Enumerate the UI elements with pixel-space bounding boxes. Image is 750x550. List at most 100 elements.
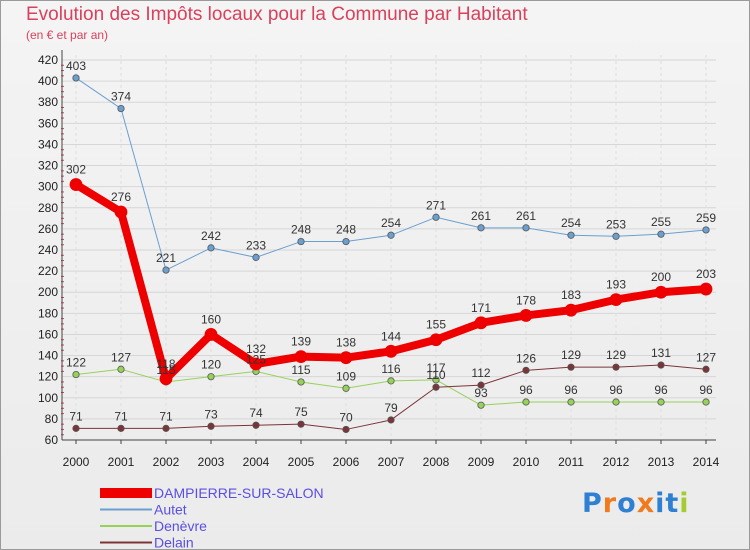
x-tick-label-2002: 2002 xyxy=(153,455,180,469)
data-point xyxy=(474,316,488,330)
data-label: 122 xyxy=(66,356,86,370)
data-point xyxy=(387,416,395,424)
data-point xyxy=(117,104,125,113)
data-point xyxy=(654,285,668,299)
data-label: 109 xyxy=(336,369,356,383)
x-tick-label-2007: 2007 xyxy=(378,455,405,469)
data-label: 403 xyxy=(66,59,86,73)
x-tick-label-2014: 2014 xyxy=(693,455,720,469)
data-label: 171 xyxy=(471,301,491,315)
logo-letter: r xyxy=(602,488,618,519)
y-tick-label-340: 340 xyxy=(38,137,58,151)
x-tick-label-2009: 2009 xyxy=(468,455,495,469)
x-tick-label-2005: 2005 xyxy=(288,455,315,469)
data-point xyxy=(117,365,125,373)
data-label: 248 xyxy=(291,223,311,237)
data-point xyxy=(384,344,398,358)
data-point xyxy=(72,424,80,432)
data-point xyxy=(204,328,218,341)
data-label: 74 xyxy=(249,406,263,420)
data-point xyxy=(564,303,578,317)
y-tick-label-300: 300 xyxy=(38,180,58,194)
data-label: 271 xyxy=(426,198,446,212)
data-label: 374 xyxy=(111,90,131,104)
data-point xyxy=(609,293,623,307)
y-tick-label-180: 180 xyxy=(38,306,58,320)
data-point xyxy=(477,381,485,389)
data-point xyxy=(522,224,530,232)
data-label: 96 xyxy=(609,383,623,397)
data-point xyxy=(297,237,305,246)
data-point xyxy=(432,376,440,384)
x-tick-label-2010: 2010 xyxy=(513,455,540,469)
data-label: 110 xyxy=(426,368,445,382)
data-label: 115 xyxy=(156,363,175,377)
data-label: 261 xyxy=(471,209,491,223)
data-point xyxy=(297,420,305,428)
data-label: 242 xyxy=(201,229,221,243)
data-label: 117 xyxy=(426,361,445,375)
data-point xyxy=(612,398,620,406)
data-point xyxy=(699,282,713,296)
data-label: 132 xyxy=(246,342,266,356)
data-label: 255 xyxy=(651,215,671,229)
data-point xyxy=(207,422,215,430)
y-tick-label-80: 80 xyxy=(45,412,59,426)
data-label: 138 xyxy=(336,336,356,350)
data-label: 116 xyxy=(381,362,400,376)
data-label: 248 xyxy=(336,223,356,237)
data-label: 183 xyxy=(561,288,581,302)
y-tick-label-140: 140 xyxy=(38,349,58,363)
x-tick-label-2013: 2013 xyxy=(648,455,675,469)
data-label: 96 xyxy=(699,383,713,397)
y-tick-label-380: 380 xyxy=(38,95,58,109)
data-label: 79 xyxy=(384,401,398,415)
data-label: 203 xyxy=(696,267,716,281)
data-label: 120 xyxy=(201,358,221,372)
x-tick-label-2008: 2008 xyxy=(423,455,450,469)
x-tick-label-2006: 2006 xyxy=(333,455,360,469)
x-tick-label-2000: 2000 xyxy=(63,455,90,469)
data-point xyxy=(252,421,260,429)
data-point xyxy=(522,366,530,374)
logo-letter: t xyxy=(665,488,680,519)
series-lines xyxy=(69,74,713,434)
chart-title: Evolution des Impôts locaux pour la Comm… xyxy=(26,4,528,25)
data-label: 71 xyxy=(114,409,128,423)
x-tick-label-2011: 2011 xyxy=(558,455,584,469)
data-point xyxy=(72,370,80,379)
data-point xyxy=(702,398,710,406)
data-label: 71 xyxy=(159,409,173,423)
data-point xyxy=(342,384,350,392)
data-point xyxy=(159,372,173,386)
data-point xyxy=(72,74,80,82)
data-point xyxy=(477,401,485,409)
x-tick-label-2004: 2004 xyxy=(243,455,270,469)
y-tick-label-420: 420 xyxy=(38,53,58,67)
data-label: 129 xyxy=(561,348,581,362)
y-tick-label-260: 260 xyxy=(38,222,58,236)
data-point xyxy=(657,361,665,369)
data-point xyxy=(519,309,533,322)
data-label: 115 xyxy=(291,363,310,377)
logo-letter: i xyxy=(679,488,690,519)
data-label: 131 xyxy=(651,346,671,360)
y-tick-label-360: 360 xyxy=(38,116,58,130)
data-point xyxy=(342,425,350,434)
x-tick-label-2012: 2012 xyxy=(603,455,630,469)
logo-letter: o xyxy=(617,488,637,519)
data-point xyxy=(387,377,395,385)
y-tick-label-320: 320 xyxy=(38,159,58,173)
data-label: 96 xyxy=(654,383,668,397)
data-label: 73 xyxy=(204,407,218,421)
data-point xyxy=(432,383,440,391)
data-label: 221 xyxy=(156,251,176,265)
data-labels: 302 276 118 160 132 139 138 144 155 171 178 183 193 2… xyxy=(66,59,716,425)
data-label: 253 xyxy=(606,217,626,231)
y-tick-label-400: 400 xyxy=(38,74,58,88)
data-label: 259 xyxy=(696,211,716,225)
y-tick-label-240: 240 xyxy=(38,243,58,257)
data-point xyxy=(567,231,575,239)
